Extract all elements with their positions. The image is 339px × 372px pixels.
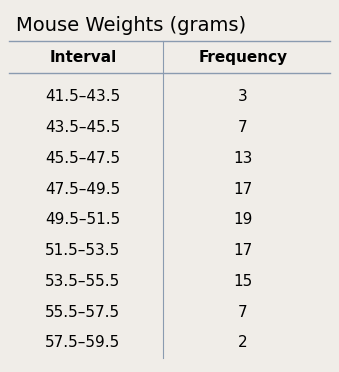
Text: 57.5–59.5: 57.5–59.5 [45,336,120,350]
Text: 19: 19 [233,212,253,227]
Text: 17: 17 [233,182,253,197]
Text: Interval: Interval [49,50,116,65]
Text: 49.5–51.5: 49.5–51.5 [45,212,120,227]
Text: 43.5–45.5: 43.5–45.5 [45,120,120,135]
Text: 17: 17 [233,243,253,258]
Text: 45.5–47.5: 45.5–47.5 [45,151,120,166]
Text: 15: 15 [233,274,253,289]
Text: 51.5–53.5: 51.5–53.5 [45,243,120,258]
Text: Frequency: Frequency [198,50,287,65]
Text: 55.5–57.5: 55.5–57.5 [45,305,120,320]
Text: 2: 2 [238,336,248,350]
Text: 47.5–49.5: 47.5–49.5 [45,182,120,197]
Text: Mouse Weights (grams): Mouse Weights (grams) [16,16,246,35]
Text: 3: 3 [238,89,248,105]
Text: 7: 7 [238,120,248,135]
Text: 53.5–55.5: 53.5–55.5 [45,274,120,289]
Text: 41.5–43.5: 41.5–43.5 [45,89,120,105]
Text: 7: 7 [238,305,248,320]
Text: 13: 13 [233,151,253,166]
